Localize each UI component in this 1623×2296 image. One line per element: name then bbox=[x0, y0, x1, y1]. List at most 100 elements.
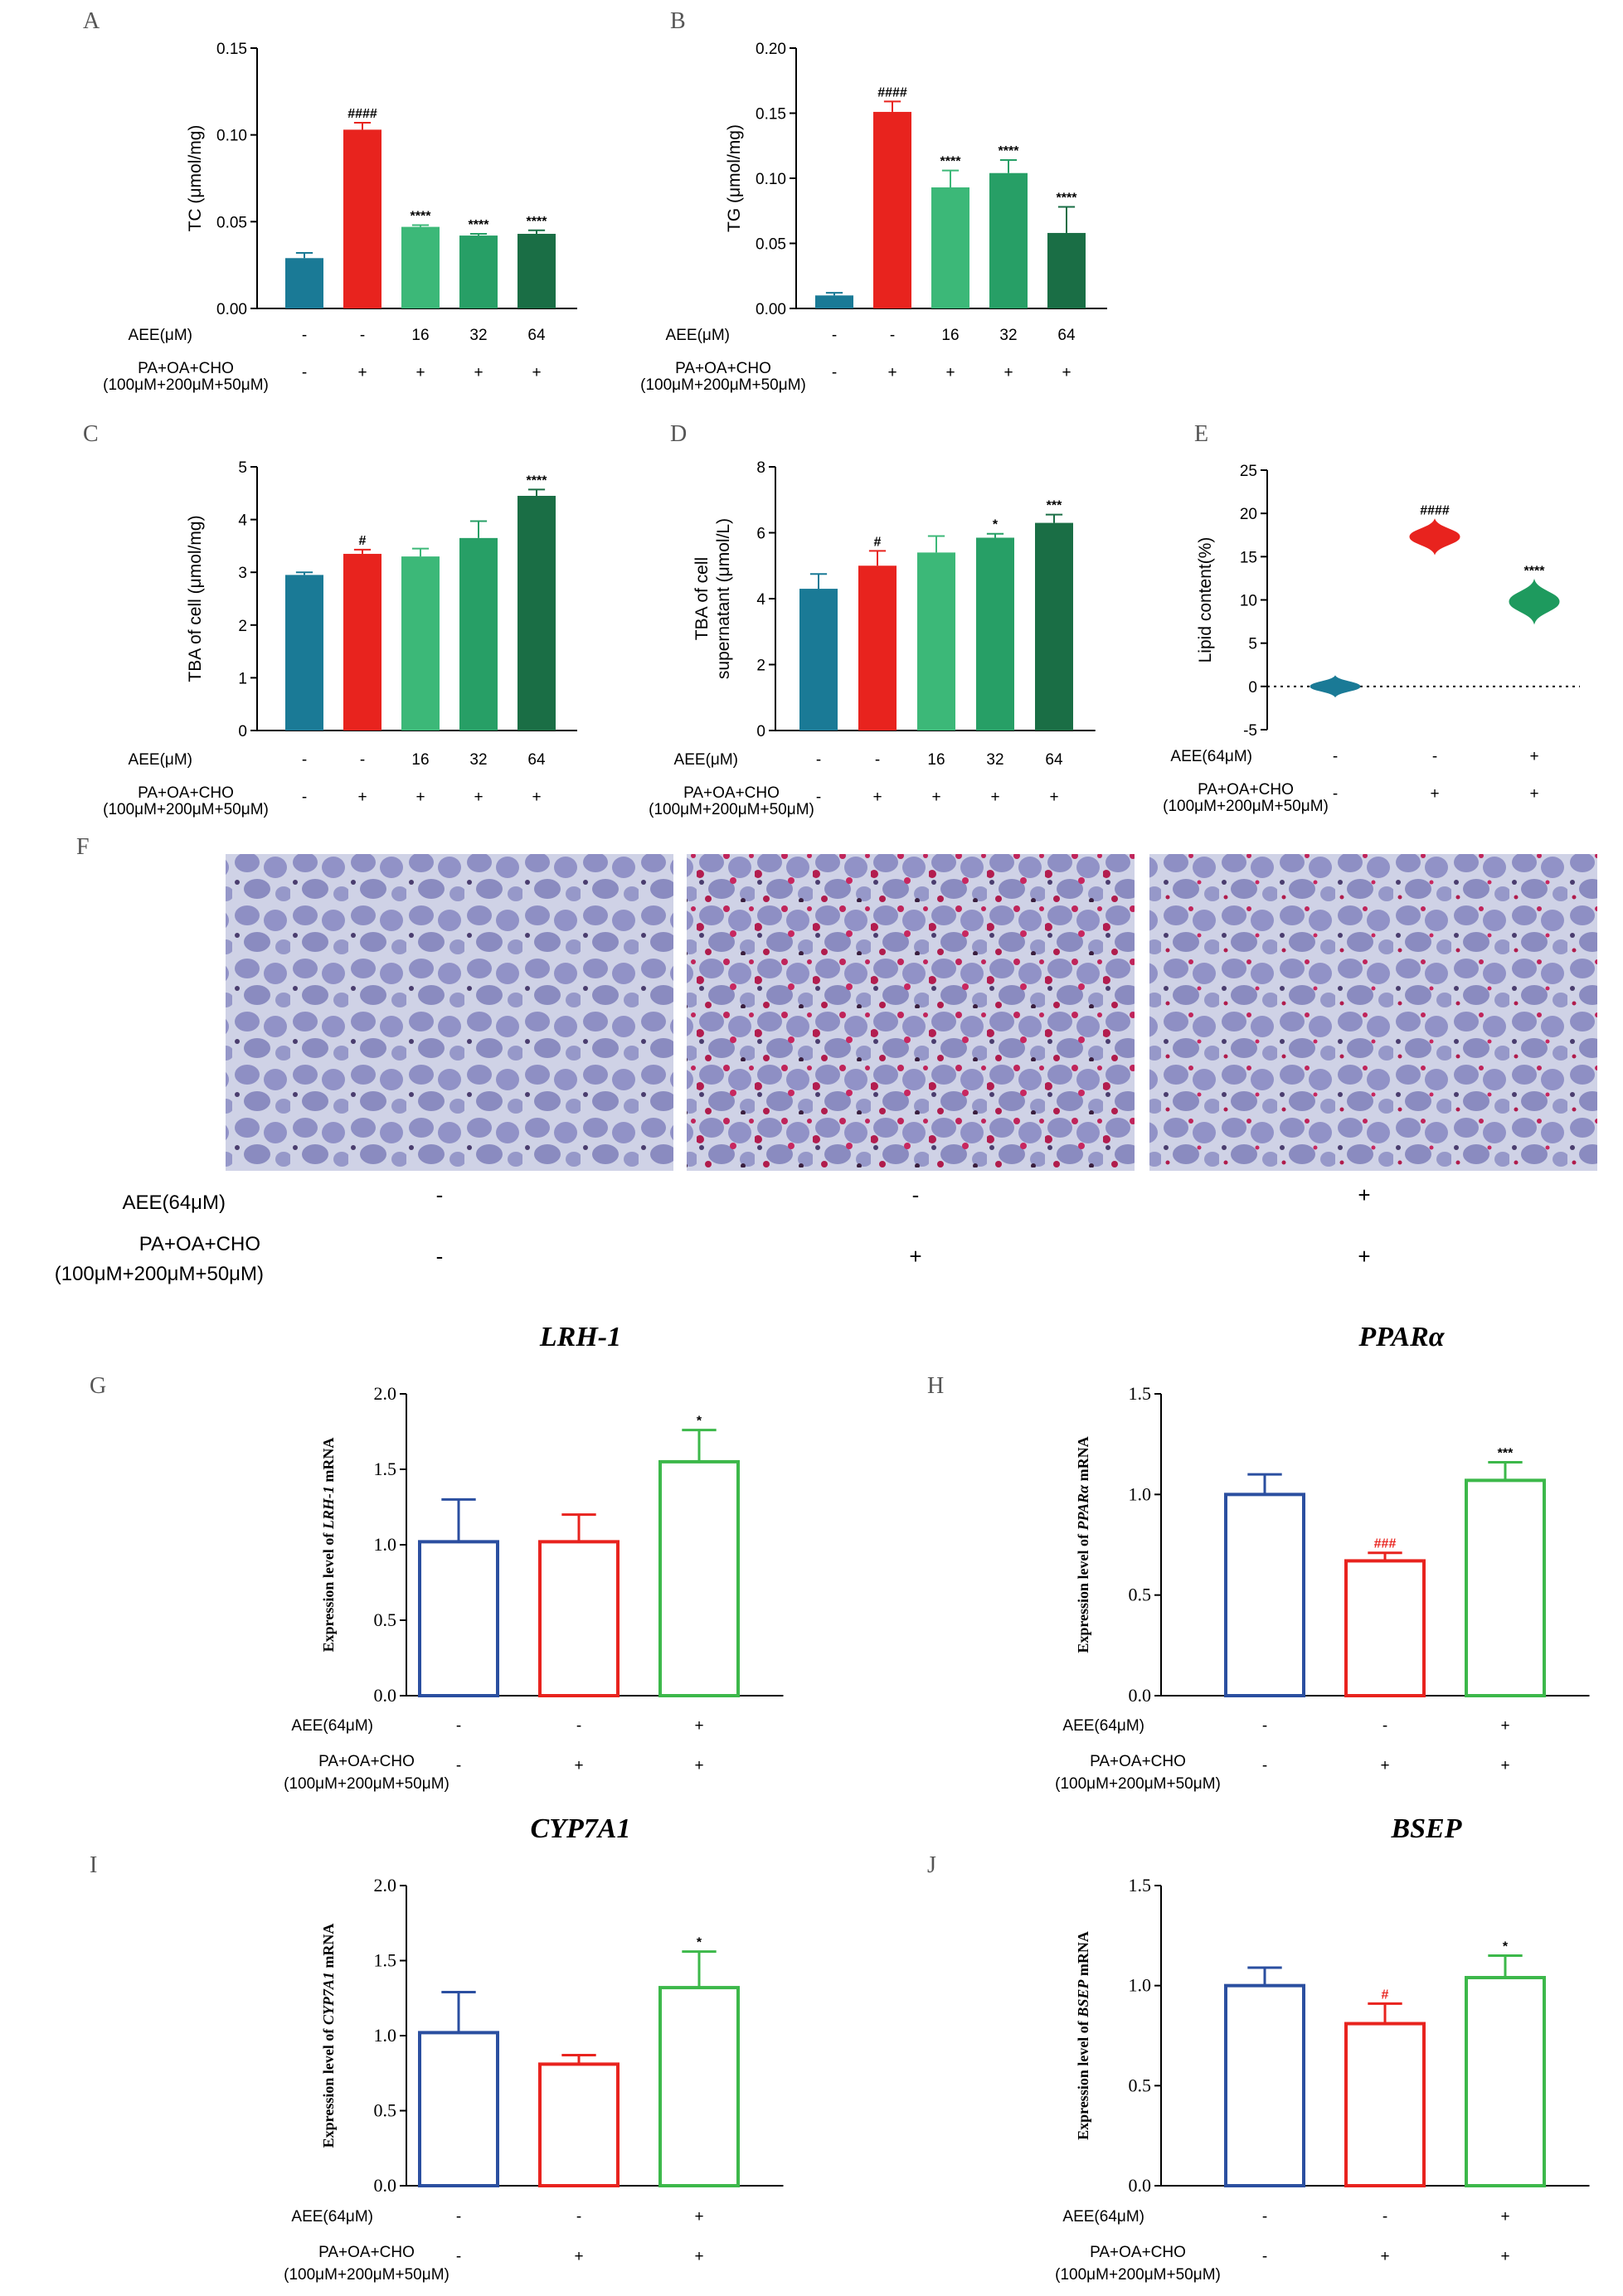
aee-condition-value: - bbox=[576, 1717, 581, 1735]
pa-concentration-label: (100μM+200μM+50μM) bbox=[103, 801, 269, 818]
y-tick-label: 6 bbox=[756, 526, 765, 543]
bar bbox=[931, 187, 969, 308]
significance-mark: * bbox=[697, 1415, 702, 1429]
pa-condition-value: - bbox=[832, 364, 837, 381]
pa-condition-value: + bbox=[474, 364, 483, 381]
aee-condition-value: - bbox=[1382, 1717, 1387, 1735]
bar bbox=[518, 233, 556, 308]
f-aee-label: AEE(64μM) bbox=[122, 1192, 226, 1214]
pa-condition-value: + bbox=[574, 2248, 583, 2265]
aee-condition-value: 32 bbox=[986, 751, 1003, 769]
y-axis-label-suffix: mRNA bbox=[320, 1438, 337, 1487]
pa-condition-value: + bbox=[532, 789, 541, 806]
y-tick-label: 1.5 bbox=[374, 1459, 397, 1479]
y-tick-label: 0.10 bbox=[216, 128, 247, 145]
pa-row-label: PA+OA+CHO bbox=[1090, 1753, 1186, 1770]
aee-condition-value: - bbox=[456, 1717, 461, 1735]
aee-condition-value: 32 bbox=[469, 751, 487, 769]
pa-row-label: PA+OA+CHO bbox=[318, 2244, 415, 2261]
aee-condition-value: - bbox=[816, 751, 821, 769]
micrograph-panel-f: F AEE(64μM) PA+OA+CHO (100μM+200μM+50μM)… bbox=[55, 834, 1597, 1285]
pa-concentration-label: (100μM+200μM+50μM) bbox=[640, 376, 806, 394]
violin-mark bbox=[1509, 578, 1560, 625]
f-pa-mark: + bbox=[1358, 1244, 1370, 1269]
aee-condition-value: - bbox=[1432, 748, 1437, 765]
pa-condition-value: + bbox=[1003, 364, 1013, 381]
aee-condition-value: - bbox=[576, 2208, 581, 2226]
chart-panel-b: B 0.00 0.05 0.10 0.15 0.20 TG (μmol/mg) - - #### -… bbox=[640, 8, 1107, 394]
chart-panel-i: I CYP7A1 0.0 0.5 1.0 1.5 2.0 Expression level o… bbox=[90, 1813, 784, 2284]
significance-mark: *** bbox=[1498, 1447, 1514, 1461]
pa-concentration-label: (100μM+200μM+50μM) bbox=[1163, 798, 1329, 815]
y-tick-label: 0.00 bbox=[216, 301, 247, 318]
bar bbox=[285, 575, 323, 731]
pa-row-label: PA+OA+CHO bbox=[138, 360, 234, 377]
pa-concentration-label: (100μM+200μM+50μM) bbox=[1055, 1775, 1221, 1793]
pa-condition-value: + bbox=[1430, 785, 1439, 803]
bar bbox=[873, 111, 911, 308]
aee-condition-value: - bbox=[360, 751, 365, 769]
chart-title: CYP7A1 bbox=[531, 1813, 631, 1844]
y-tick-label: 25 bbox=[1240, 463, 1257, 480]
chart-title: PPARα bbox=[1358, 1322, 1445, 1352]
bar bbox=[538, 2062, 620, 2187]
panel-letter: A bbox=[83, 8, 100, 34]
significance-mark: #### bbox=[877, 85, 907, 100]
y-tick-label: 0.10 bbox=[756, 171, 786, 188]
panel-letter: I bbox=[90, 1852, 97, 1878]
y-tick-label: 2.0 bbox=[374, 1875, 397, 1896]
pa-condition-value: - bbox=[302, 364, 307, 381]
f-pa-label: PA+OA+CHO bbox=[139, 1233, 260, 1255]
y-tick-label: 0.20 bbox=[756, 41, 786, 58]
significance-mark: # bbox=[874, 535, 882, 549]
aee-row-label: AEE(μM) bbox=[129, 327, 192, 344]
significance-mark: * bbox=[993, 518, 999, 532]
y-tick-label: 0.0 bbox=[1129, 2175, 1152, 2196]
pa-condition-value: - bbox=[456, 2248, 461, 2265]
aee-row-label: AEE(64μM) bbox=[1062, 2208, 1144, 2226]
y-axis-label-gene: CYP7A1 bbox=[320, 1972, 337, 2025]
y-axis-label: Lipid content(%) bbox=[1196, 537, 1215, 663]
significance-mark: * bbox=[1503, 1939, 1509, 1954]
panel-letter: B bbox=[670, 8, 686, 34]
bar bbox=[1047, 232, 1086, 308]
y-tick-label: 0.0 bbox=[374, 2175, 397, 2196]
significance-mark: # bbox=[359, 534, 367, 548]
pa-condition-value: + bbox=[694, 2248, 703, 2265]
y-tick-label: 0.0 bbox=[374, 1685, 397, 1706]
pa-condition-value: + bbox=[532, 364, 541, 381]
y-axis-label: TG (μmol/mg) bbox=[725, 124, 744, 232]
bar bbox=[976, 537, 1014, 731]
pa-row-label: PA+OA+CHO bbox=[138, 784, 234, 802]
pa-row-label: PA+OA+CHO bbox=[1198, 781, 1294, 799]
significance-mark: **** bbox=[1057, 192, 1078, 206]
bar bbox=[1224, 1983, 1305, 2188]
bar bbox=[418, 1540, 499, 1697]
pa-condition-value: + bbox=[1500, 2248, 1509, 2265]
aee-row-label: AEE(μM) bbox=[129, 751, 192, 769]
y-axis-label-suffix: mRNA bbox=[1075, 1931, 1091, 1980]
y-tick-label: 5 bbox=[1248, 636, 1257, 653]
y-tick-label: 10 bbox=[1240, 593, 1257, 610]
significance-mark: **** bbox=[940, 155, 962, 169]
pa-row-label: PA+OA+CHO bbox=[683, 784, 780, 802]
panel-letter: E bbox=[1194, 421, 1208, 447]
y-tick-label: 0 bbox=[238, 723, 247, 740]
pa-condition-value: + bbox=[474, 789, 483, 806]
aee-condition-value: - bbox=[1262, 1717, 1267, 1735]
y-axis-label-prefix: Expression level of bbox=[1075, 2017, 1091, 2140]
y-tick-label: 0.15 bbox=[216, 41, 247, 58]
bar bbox=[858, 566, 897, 731]
y-tick-label: 8 bbox=[756, 459, 765, 477]
pa-concentration-label: (100μM+200μM+50μM) bbox=[284, 1775, 449, 1793]
pa-condition-value: + bbox=[931, 789, 940, 806]
significance-mark: #### bbox=[1420, 503, 1450, 517]
y-axis-label-prefix: Expression level of bbox=[320, 1529, 337, 1652]
aee-row-label: AEE(64μM) bbox=[291, 1717, 373, 1735]
bar bbox=[538, 1540, 620, 1697]
pa-condition-value: + bbox=[1529, 785, 1538, 803]
aee-condition-value: 64 bbox=[527, 327, 546, 344]
pa-condition-value: + bbox=[415, 789, 425, 806]
lipid-droplets-model bbox=[687, 854, 1135, 1171]
significance-mark: #### bbox=[347, 107, 377, 121]
